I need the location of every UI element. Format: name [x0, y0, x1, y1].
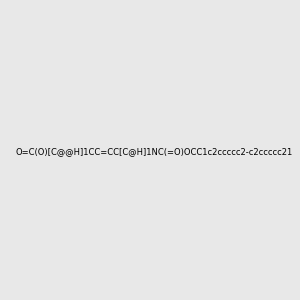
Text: O=C(O)[C@@H]1CC=CC[C@H]1NC(=O)OCC1c2ccccc2-c2ccccc21: O=C(O)[C@@H]1CC=CC[C@H]1NC(=O)OCC1c2cccc… [15, 147, 292, 156]
